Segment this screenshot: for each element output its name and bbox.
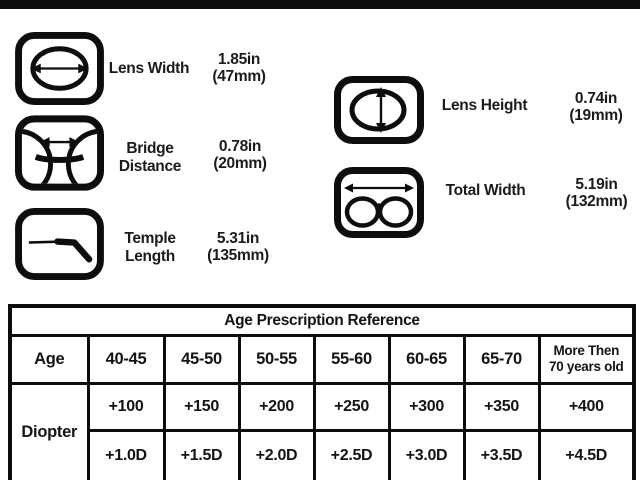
age-header-row: Age 40-45 45-50 50-55 55-60 60-65 65-70 … [8, 333, 636, 385]
age-header-cell: Age [8, 333, 90, 385]
diopter-cell: +3.5D [462, 428, 541, 480]
diopter-cell: +1.5D [162, 428, 241, 480]
diopter-cell: +200 [237, 381, 316, 432]
table-title: Age Prescription Reference [8, 304, 636, 337]
temple-length-icon [14, 207, 105, 281]
lens-height-label: Lens Height [441, 97, 528, 114]
diopter-row-1: Diopter +100 +150 +200 +250 +300 +350 +4… [8, 381, 636, 480]
total-width-value: 5.19in (132mm) [565, 176, 628, 210]
age-range-cell: 50-55 [237, 333, 316, 385]
diopter-cell: +3.0D [387, 428, 466, 480]
diopter-cell: +1.0D [86, 428, 166, 480]
diopter-cell: +2.5D [312, 428, 391, 480]
diopter-cell: +100 [86, 381, 166, 432]
age-range-cell: 40-45 [86, 333, 166, 385]
diopter-cell: +300 [387, 381, 466, 432]
diopter-cell: +400 [537, 381, 636, 432]
lens-height-icon [333, 75, 425, 145]
lens-width-icon [14, 31, 105, 106]
diopter-cell: +4.5D [537, 428, 636, 480]
age-range-cell: 55-60 [312, 333, 391, 385]
diopter-header-cell: Diopter [8, 381, 90, 480]
bridge-distance-label: Bridge Distance [118, 140, 182, 175]
lens-width-value: 1.85in (47mm) [212, 51, 266, 85]
lens-width-label: Lens Width [108, 60, 190, 77]
lens-height-value: 0.74in (19mm) [569, 90, 623, 124]
temple-length-value: 5.31in (135mm) [207, 230, 269, 264]
top-black-bar [0, 0, 640, 9]
age-range-cell: 60-65 [387, 333, 466, 385]
bridge-distance-value: 0.78in (20mm) [213, 138, 267, 172]
total-width-icon [333, 166, 425, 239]
age-range-cell: More Then 70 years old [537, 333, 636, 385]
temple-length-label: Temple Length [124, 230, 176, 265]
diopter-cell: +350 [462, 381, 541, 432]
total-width-label: Total Width [445, 182, 526, 199]
age-range-cell: 65-70 [462, 333, 541, 385]
diopter-cell: +150 [162, 381, 241, 432]
diopter-cell: +2.0D [237, 428, 316, 480]
diopter-row-2: +1.0D +1.5D +2.0D +2.5D +3.0D +3.5D +4.5… [10, 428, 636, 480]
table-title-row: Age Prescription Reference [8, 304, 636, 337]
diopter-cell: +250 [312, 381, 391, 432]
bridge-distance-icon [14, 114, 105, 192]
age-prescription-table: Age Prescription Reference Age 40-45 45-… [8, 304, 636, 480]
age-range-cell: 45-50 [162, 333, 241, 385]
